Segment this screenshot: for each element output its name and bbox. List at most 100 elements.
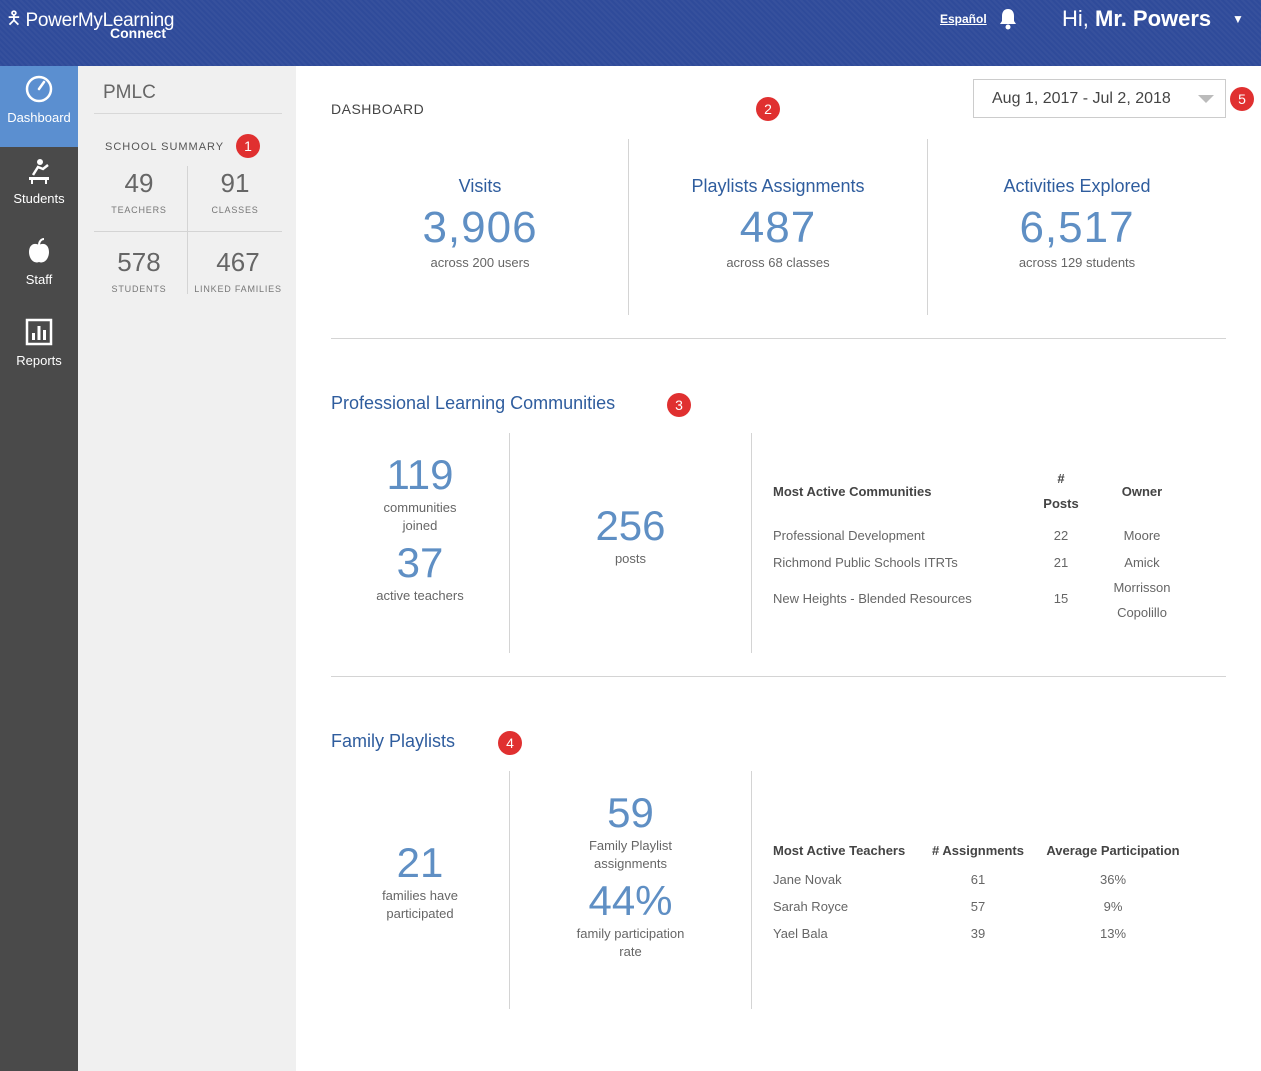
stat-value: 91 (220, 168, 250, 198)
kpi-value: 6,517 (1019, 203, 1135, 252)
kpi-subtext: across 200 users (430, 255, 530, 270)
stat-value: 578 (117, 247, 161, 277)
stat-label: STUDENTS (111, 284, 167, 294)
family-assignments-block: 59 Family Playlist assignments 44% famil… (510, 789, 751, 961)
kpi-title: Visits (458, 176, 502, 196)
teacher-name: Jane Novak (773, 872, 842, 887)
active-teachers-label: active teachers (376, 588, 464, 603)
table-row[interactable]: Yael Bala 39 13% (773, 914, 1193, 941)
column-header-line: # (1057, 471, 1065, 486)
date-range-value: Aug 1, 2017 - Jul 2, 2018 (992, 90, 1171, 107)
nav-item-reports[interactable]: Reports (0, 309, 78, 390)
community-owner: Amick (1124, 555, 1160, 570)
stat-teachers: 49 TEACHERS (92, 168, 186, 215)
date-range-select[interactable]: Aug 1, 2017 - Jul 2, 2018 (973, 79, 1226, 118)
divider (187, 166, 188, 294)
top-header-bar: 🯅 PowerMyLearning Connect Español Hi, Mr.… (0, 0, 1261, 66)
most-active-communities-table: Most Active Communities # Posts Owner Pr… (773, 466, 1193, 626)
posts-label: posts (614, 551, 647, 566)
kpi-value: 3,906 (422, 203, 538, 252)
annotation-marker: 1 (236, 134, 260, 158)
logo-sub-text: Connect (110, 25, 166, 41)
user-name: Mr. Powers (1095, 6, 1212, 31)
divider (509, 771, 510, 1009)
kpi-playlist-assignments: Playlists Assignments 487 across 68 clas… (629, 176, 927, 270)
divider (927, 139, 928, 315)
community-posts: 21 (1053, 555, 1069, 570)
family-assignments-label: assignments (594, 856, 667, 871)
table-row[interactable]: Professional Development 22 Moore (773, 516, 1193, 543)
divider (94, 113, 282, 114)
user-menu-caret-icon[interactable]: ▼ (1232, 12, 1244, 26)
greeting-text: Hi, (1062, 6, 1089, 31)
column-header: Owner (1121, 483, 1163, 499)
dashboard-main: DASHBOARD Aug 1, 2017 - Jul 2, 2018 Visi… (296, 66, 1261, 1071)
espanol-language-link[interactable]: Español (940, 12, 987, 26)
plc-communities-block: 119 communities joined 37 active teacher… (331, 451, 509, 605)
divider (509, 433, 510, 653)
page-title: DASHBOARD (331, 101, 425, 117)
stat-label: TEACHERS (111, 205, 167, 215)
apple-icon (29, 238, 49, 263)
owner-name: Morrisson (1113, 580, 1171, 595)
joined-label: joined (402, 518, 438, 533)
nav-item-dashboard[interactable]: Dashboard (0, 66, 78, 147)
nav-label: Students (13, 191, 65, 206)
nav-item-students[interactable]: Students (0, 147, 78, 228)
community-owner: Morrisson Copolillo (1091, 570, 1193, 626)
stat-classes: 91 CLASSES (188, 168, 282, 215)
community-owner: Moore (1123, 528, 1161, 543)
teacher-participation: 36% (1099, 872, 1127, 887)
nav-label: Reports (16, 353, 62, 368)
kpi-value: 487 (739, 203, 817, 252)
communities-joined-value: 119 (386, 451, 454, 498)
annotation-marker: 5 (1230, 87, 1254, 111)
column-header: # Assignments (932, 842, 1024, 858)
families-value: 21 (396, 839, 444, 886)
table-row[interactable]: Sarah Royce 57 9% (773, 887, 1193, 914)
org-name: PMLC (103, 82, 156, 103)
kpi-subtext: across 129 students (1018, 255, 1136, 270)
teacher-participation: 9% (1103, 899, 1123, 914)
plc-posts-block: 256 posts (510, 502, 751, 568)
person-logo-icon: 🯅 (6, 8, 22, 28)
divider (751, 433, 752, 653)
active-teachers-value: 37 (396, 539, 444, 586)
table-row[interactable]: New Heights - Blended Resources 15 Morri… (773, 570, 1193, 626)
speedometer-icon (25, 75, 53, 103)
stat-value: 467 (216, 247, 260, 277)
logo[interactable]: 🯅 PowerMyLearning Connect (6, 6, 175, 41)
column-header-line: Posts (1043, 496, 1079, 511)
user-greeting[interactable]: Hi, Mr. Powers (1062, 6, 1211, 32)
section-divider (331, 676, 1226, 677)
divider (751, 771, 752, 1009)
table-header-row: Most Active Communities # Posts Owner (773, 466, 1193, 516)
community-name: Professional Development (773, 528, 925, 543)
stat-label: LINKED FAMILIES (194, 284, 282, 294)
table-row[interactable]: Richmond Public Schools ITRTs 21 Amick (773, 543, 1193, 570)
teacher-assignments: 61 (970, 872, 986, 887)
posts-value: 256 (595, 502, 666, 549)
community-posts: 22 (1053, 528, 1069, 543)
teacher-assignments: 57 (970, 899, 986, 914)
table-row[interactable]: Jane Novak 61 36% (773, 860, 1193, 887)
participation-rate-label: rate (619, 944, 642, 959)
logo-brand-text: PowerMyLearning (25, 10, 175, 31)
family-playlists-section-title: Family Playlists (331, 731, 456, 751)
community-name: New Heights - Blended Resources (773, 590, 972, 606)
communities-label: communities (383, 500, 457, 515)
participation-rate-value: 44% (588, 877, 673, 924)
school-summary-title: SCHOOL SUMMARY (105, 141, 225, 153)
annotation-marker: 2 (756, 97, 780, 121)
annotation-marker: 4 (498, 731, 522, 755)
teacher-name: Yael Bala (773, 926, 828, 941)
kpi-visits: Visits 3,906 across 200 users (331, 176, 629, 270)
teacher-name: Sarah Royce (773, 899, 849, 914)
community-name: Richmond Public Schools ITRTs (773, 555, 958, 570)
nav-item-staff[interactable]: Staff (0, 228, 78, 309)
kpi-activities-explored: Activities Explored 6,517 across 129 stu… (928, 176, 1226, 270)
section-divider (331, 338, 1226, 339)
student-desk-icon (29, 159, 49, 184)
stat-students: 578 STUDENTS (92, 247, 186, 294)
bell-icon[interactable] (998, 8, 1018, 30)
